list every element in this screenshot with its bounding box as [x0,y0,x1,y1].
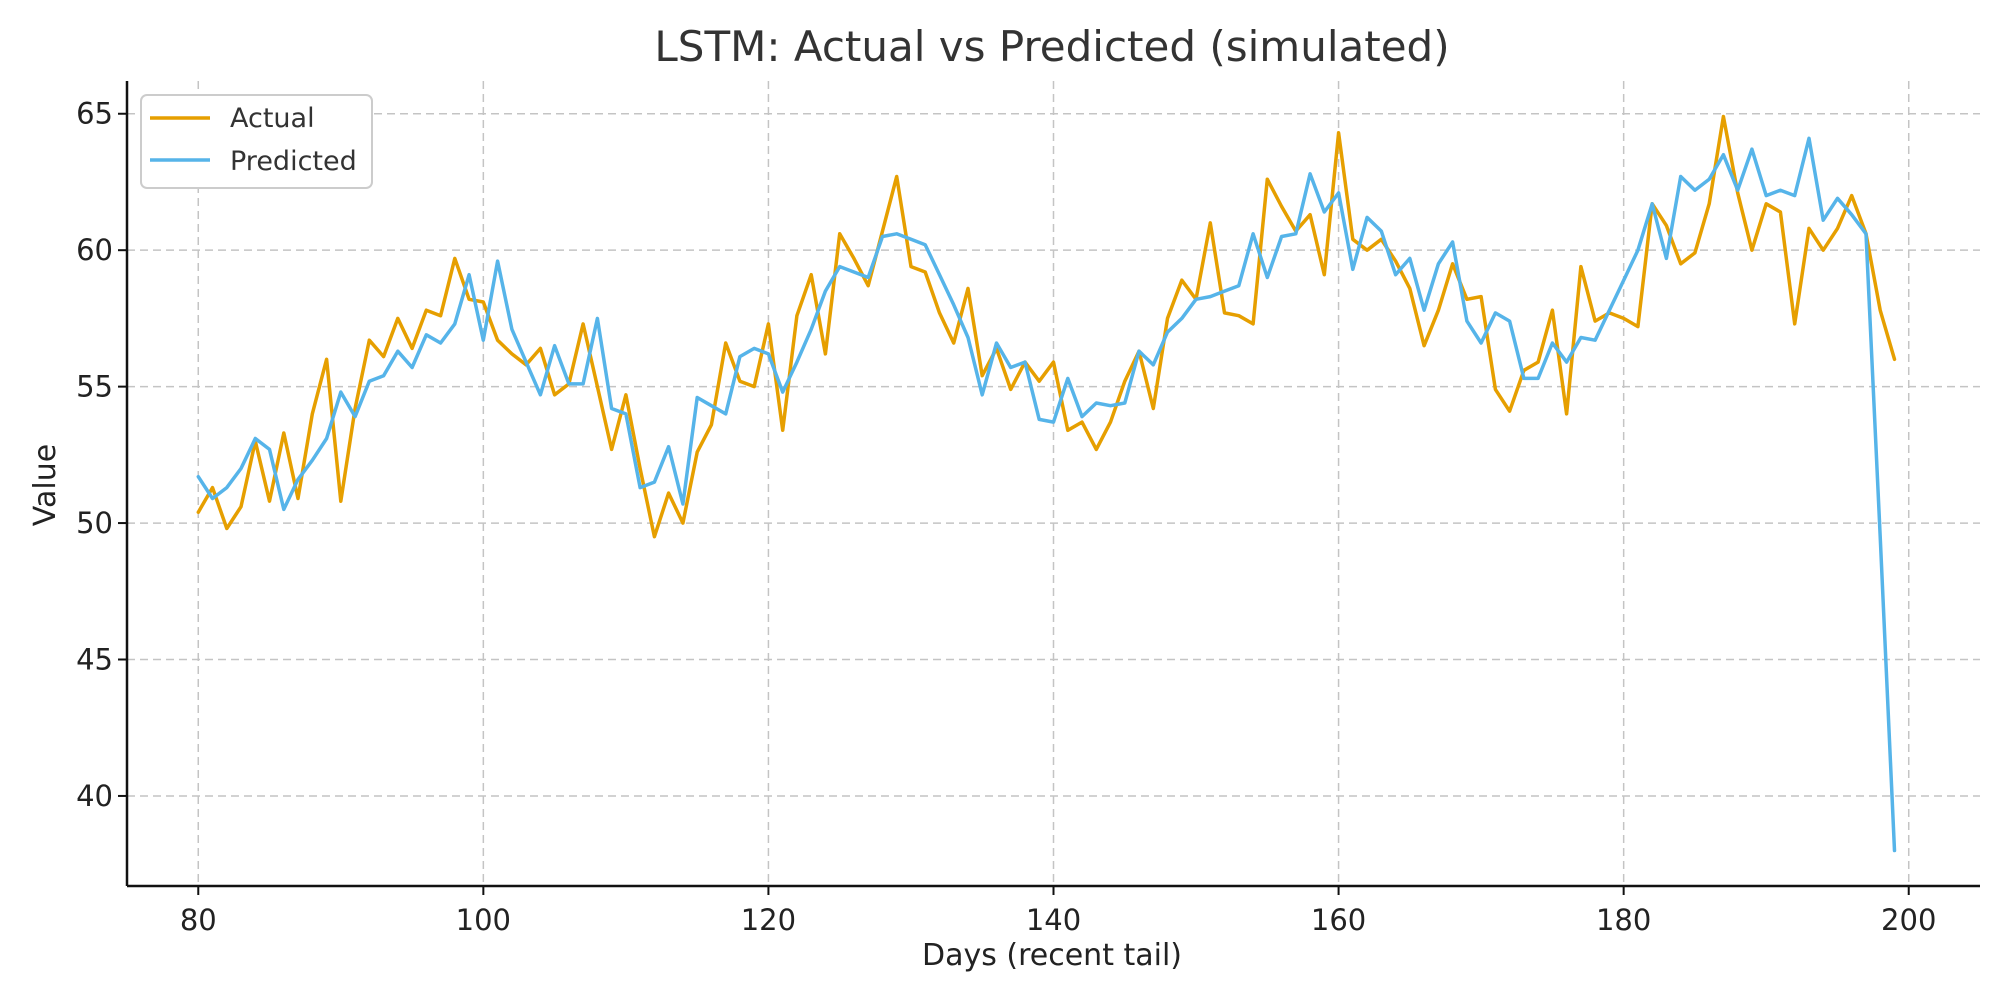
x-tick-label: 140 [1026,903,1081,937]
legend-label-predicted: Predicted [230,146,357,177]
chart-title: LSTM: Actual vs Predicted (simulated) [654,22,1449,71]
x-tick-label: 100 [456,903,511,937]
axes [118,81,1980,895]
y-tick-label: 60 [76,233,113,267]
y-tick-label: 65 [76,97,113,131]
x-tick-label: 80 [180,903,217,937]
grid [127,81,1980,886]
series-line-predicted [196,136,1897,853]
x-axis-label: Days (recent tail) [922,938,1182,973]
y-axis-label: Value [28,444,63,526]
series-lines [196,114,1897,853]
y-tick-label: 40 [76,779,113,813]
series-line-actual [196,114,1897,539]
legend-label-actual: Actual [230,103,315,134]
tick-labels: 80 100 120 140 160 180 200 40 45 50 55 60 65 [76,97,1936,937]
y-tick-label: 50 [76,506,113,540]
legend: Actual Predicted [140,94,373,189]
y-tick-label: 45 [76,643,113,677]
x-tick-label: 160 [1311,903,1366,937]
x-tick-label: 180 [1596,903,1651,937]
y-tick-label: 55 [76,370,113,404]
x-tick-label: 120 [741,903,796,937]
x-tick-label: 200 [1881,903,1936,937]
